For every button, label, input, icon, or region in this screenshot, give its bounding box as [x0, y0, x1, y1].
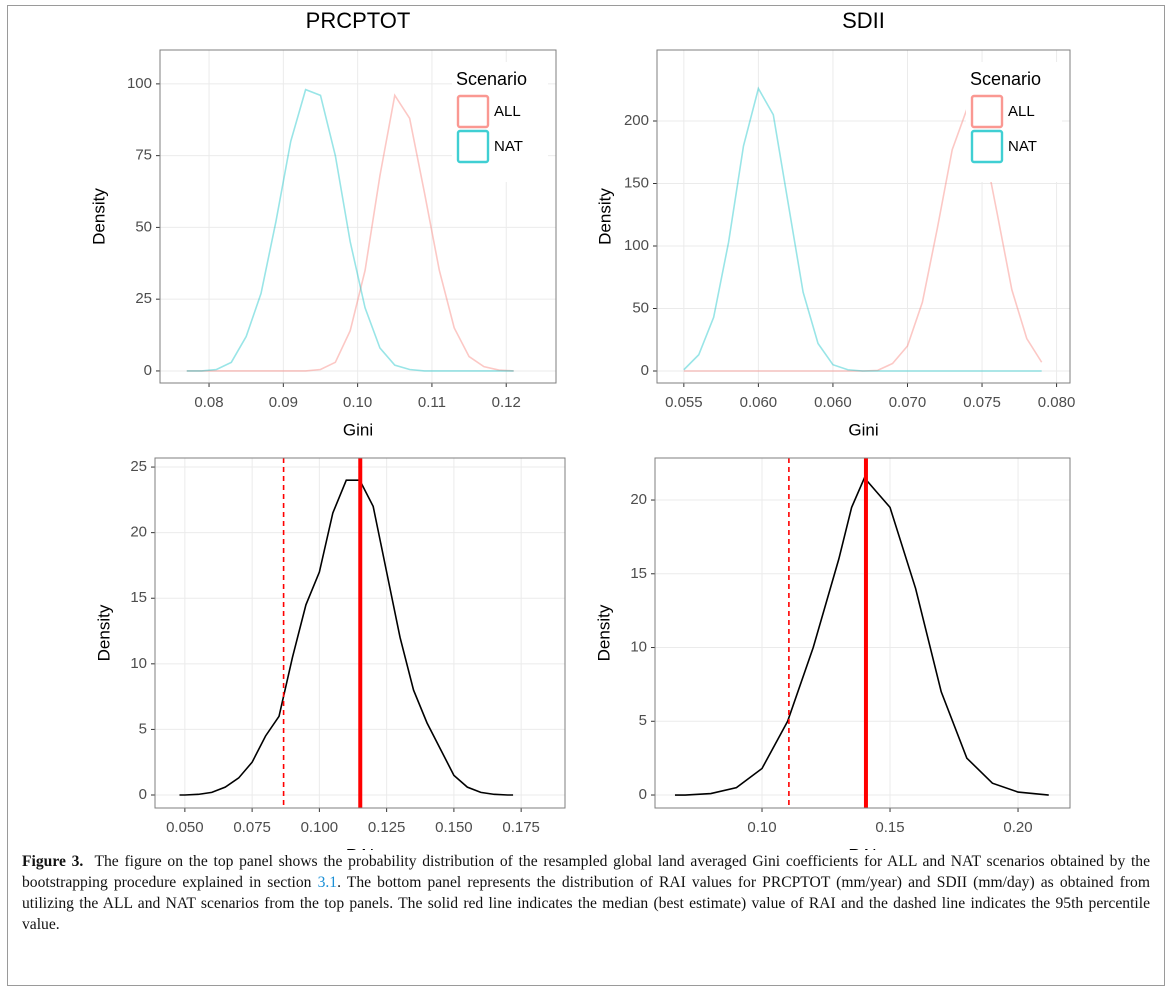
- x-tick-label: 0.12: [492, 394, 521, 411]
- x-tick-label: 0.075: [233, 819, 271, 836]
- x-tick-label: 0.20: [1003, 819, 1032, 836]
- y-tick-label: 10: [630, 638, 647, 655]
- y-tick-label: 10: [130, 655, 147, 672]
- y-axis-title: Density: [94, 604, 113, 661]
- legend-label: ALL: [494, 103, 521, 120]
- y-tick-label: 100: [624, 237, 649, 254]
- x-tick-label: 0.11: [418, 394, 446, 411]
- y-tick-label: 150: [624, 174, 649, 191]
- chart-title: PRCPTOT: [306, 8, 411, 33]
- x-tick-label: 0.15: [875, 819, 904, 836]
- y-tick-label: 200: [624, 112, 649, 129]
- legend-title: Scenario: [456, 69, 527, 89]
- x-tick-label: 0.08: [194, 394, 223, 411]
- y-tick-label: 25: [130, 458, 147, 475]
- caption-text: The figure on the top panel shows the pr…: [22, 853, 1151, 891]
- x-tick-label: 0.080: [1038, 394, 1076, 411]
- legend-key: [970, 129, 1004, 164]
- x-tick-label: 0.060: [740, 394, 778, 411]
- x-tick-label: 0.150: [435, 819, 473, 836]
- y-tick-label: 75: [135, 147, 152, 164]
- plot-border: [654, 457, 1071, 809]
- y-axis-title: Density: [595, 188, 614, 245]
- x-tick-label: 0.175: [502, 819, 540, 836]
- x-tick-label: 0.10: [747, 819, 776, 836]
- figure-frame: [7, 5, 1165, 986]
- x-tick-label: 0.050: [166, 819, 204, 836]
- caption: Figure 3. The figure on the top panel sh…: [22, 851, 1150, 935]
- y-tick-label: 20: [630, 491, 647, 508]
- x-axis-title: RAI: [848, 845, 876, 850]
- legend-label: NAT: [494, 138, 523, 155]
- legend-key: [970, 94, 1004, 129]
- y-tick-label: 5: [139, 720, 147, 737]
- x-tick-label: 0.070: [889, 394, 927, 411]
- density-line: [179, 479, 514, 796]
- legend-label: ALL: [1008, 103, 1035, 120]
- x-tick-label: 0.075: [963, 394, 1001, 411]
- y-tick-label: 0: [144, 362, 152, 379]
- y-axis-title: Density: [594, 604, 613, 661]
- density-line: [674, 476, 1049, 796]
- y-tick-label: 0: [641, 362, 649, 379]
- legend-title: Scenario: [970, 69, 1041, 89]
- density-line: [683, 86, 1042, 372]
- y-tick-label: 100: [127, 75, 152, 92]
- x-tick-label: 0.09: [269, 394, 298, 411]
- caption-label: Figure 3.: [22, 853, 84, 870]
- plot-border: [154, 457, 566, 809]
- x-axis-title: Gini: [343, 420, 373, 439]
- y-tick-label: 0: [639, 786, 647, 803]
- plot-border: [656, 49, 1071, 384]
- x-tick-label: 0.055: [665, 394, 703, 411]
- legend-label: NAT: [1008, 138, 1037, 155]
- x-tick-label: 0.100: [301, 819, 339, 836]
- x-tick-label: 0.125: [368, 819, 406, 836]
- x-axis-title: RAI: [346, 845, 374, 850]
- y-tick-label: 0: [139, 786, 147, 803]
- plot-panel: [655, 458, 1070, 808]
- density-line: [186, 93, 514, 372]
- y-tick-label: 15: [630, 565, 647, 582]
- caption-text: . The bottom panel represents the distri…: [22, 874, 1150, 933]
- chart-title: SDII: [842, 8, 885, 33]
- x-tick-label: 0.060: [814, 394, 852, 411]
- plot-border: [159, 49, 557, 384]
- y-axis-title: Density: [89, 188, 108, 245]
- y-tick-label: 25: [135, 290, 152, 307]
- legend-key: [456, 129, 490, 164]
- y-tick-label: 50: [632, 299, 649, 316]
- density-line: [186, 88, 514, 372]
- x-axis-title: Gini: [848, 420, 878, 439]
- section-link[interactable]: 3.1: [317, 874, 338, 891]
- y-tick-label: 50: [135, 218, 152, 235]
- legend-key: [456, 94, 490, 129]
- y-tick-label: 20: [130, 524, 147, 541]
- x-tick-label: 0.10: [343, 394, 372, 411]
- y-tick-label: 5: [639, 712, 647, 729]
- y-tick-label: 15: [130, 589, 147, 606]
